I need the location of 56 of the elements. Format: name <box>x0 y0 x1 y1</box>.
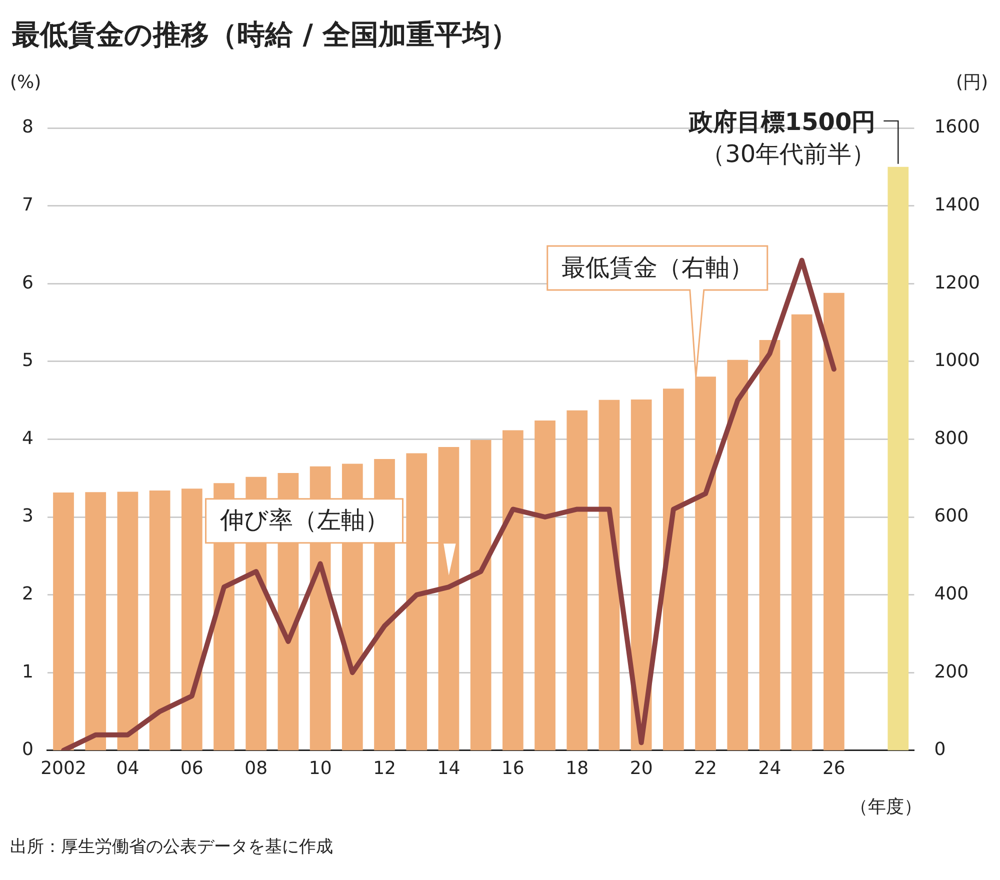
bar <box>181 488 202 750</box>
x-tick-label: 22 <box>694 758 717 779</box>
bar <box>824 292 844 750</box>
x-tick-label: 26 <box>822 758 846 779</box>
x-tick-label: 18 <box>566 758 589 779</box>
bar <box>117 492 138 750</box>
y-tick-label: 7 <box>22 194 34 216</box>
text: 出所：厚生労働省の公表データを基に作成 <box>10 837 333 857</box>
bar <box>53 492 74 750</box>
y2-tick-label: 0 <box>934 739 946 760</box>
y-tick-label: 2 <box>22 583 34 604</box>
y-tick-label: 4 <box>22 428 34 449</box>
y2-axis-title: (円) <box>956 72 988 93</box>
y-tick-label: 3 <box>22 506 34 527</box>
x-tick-label: 08 <box>244 758 268 779</box>
y-tick-label: 6 <box>22 272 34 294</box>
y2-tick-label: 400 <box>934 583 969 604</box>
annotation: 最低賃金（右軸） <box>561 253 754 282</box>
bar <box>85 492 106 750</box>
bar <box>534 420 556 750</box>
y2-tick-label: 1000 <box>934 350 980 372</box>
y2-tick-label: 1400 <box>934 194 980 216</box>
bar <box>598 400 620 750</box>
y2-tick-label: 600 <box>934 506 969 527</box>
x-tick-label: 20 <box>630 758 653 779</box>
bar <box>888 166 909 750</box>
x-tick-label: 2002 <box>40 758 86 779</box>
x-axis-title: （年度） <box>850 796 922 818</box>
y-tick-label: 5 <box>22 350 34 372</box>
bar <box>149 490 170 750</box>
chart-title: 最低賃金の推移（時給 / 全国加重平均） <box>11 18 519 51</box>
bar <box>470 440 492 750</box>
x-tick-label: 10 <box>308 758 332 779</box>
bar <box>759 340 780 750</box>
annotation: 政府目標1500円（30年代前半） <box>688 108 876 168</box>
x-tick-label: 16 <box>501 758 524 779</box>
bar <box>502 430 524 750</box>
y2-tick-label: 1200 <box>934 272 980 294</box>
y-tick-label: 1 <box>22 661 34 682</box>
x-tick-label: 24 <box>758 758 782 779</box>
x-tick-label: 14 <box>437 758 460 779</box>
y-axis-title: (%) <box>10 72 42 93</box>
y-tick-label: 8 <box>22 116 34 138</box>
bar <box>791 314 812 750</box>
x-tick-label: 12 <box>373 758 396 779</box>
bar <box>727 360 748 750</box>
y2-tick-label: 800 <box>934 428 969 449</box>
x-tick-label: 06 <box>180 758 204 779</box>
bar <box>630 400 652 750</box>
bar <box>663 388 684 750</box>
annotation: 伸び率（左軸） <box>218 506 389 534</box>
x-tick-label: 04 <box>116 758 140 779</box>
y2-tick-label: 200 <box>934 661 969 682</box>
y2-tick-label: 1600 <box>934 116 980 138</box>
y-tick-label: 0 <box>22 739 34 760</box>
bar <box>566 410 588 750</box>
